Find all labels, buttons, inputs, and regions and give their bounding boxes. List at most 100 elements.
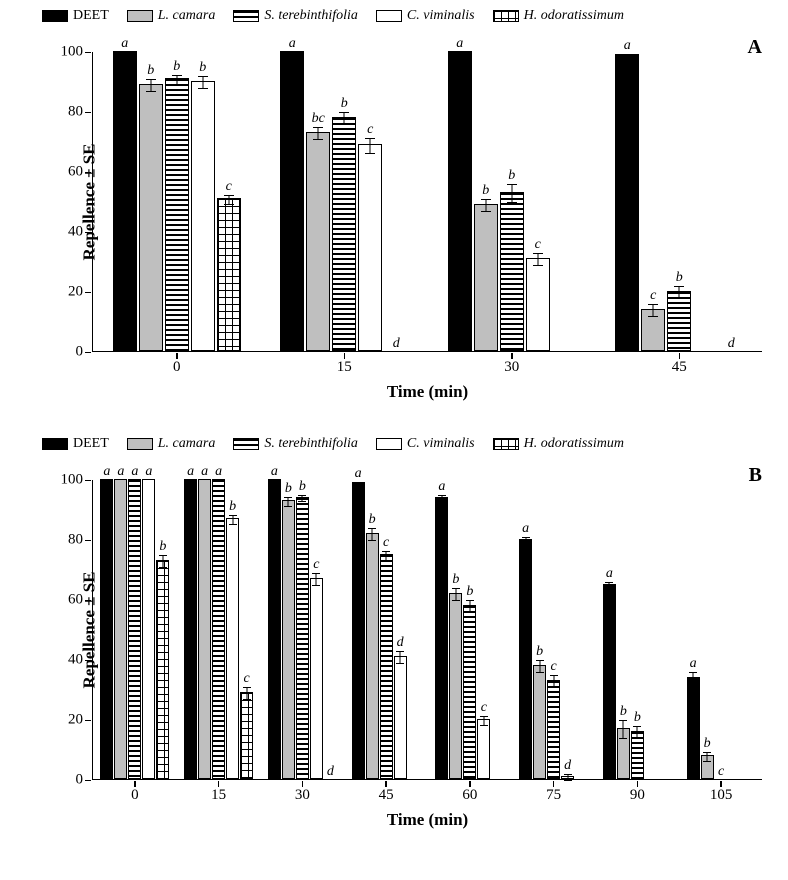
legend-swatch-hodor (493, 438, 519, 450)
errorbar-cap (339, 112, 349, 113)
bar-lcam (114, 479, 127, 779)
xtick-label: 30 (504, 351, 519, 376)
errorbar-cap (365, 138, 375, 139)
sig-label: c (367, 122, 373, 138)
ytick-label: 80 (68, 104, 93, 121)
legend-item-deet: DEET (42, 436, 109, 452)
sig-label: d (393, 336, 400, 352)
sig-label: d (327, 764, 334, 780)
sig-label: c (650, 288, 656, 304)
bar-deet (352, 482, 365, 779)
sig-label: b (147, 63, 154, 79)
xtick-label: 15 (211, 779, 226, 804)
errorbar-cap (229, 515, 237, 516)
legend-item-lcam: L. camara (127, 8, 216, 24)
bar-cvim (142, 479, 155, 779)
sig-label: c (244, 671, 250, 687)
xtick-label: 15 (337, 351, 352, 376)
errorbar-cap (198, 88, 208, 89)
xlabel-b: Time (min) (387, 810, 468, 830)
errorbar-cap (564, 774, 572, 775)
legend-a: DEETL. camaraS. terebinthifoliaC. vimina… (12, 8, 776, 24)
ytick-label: 100 (61, 472, 94, 489)
errorbar (372, 528, 373, 540)
sig-label: b (536, 644, 543, 660)
legend-item-stereb: S. terebinthifolia (233, 436, 358, 452)
sig-label: b (199, 60, 206, 76)
bar-stereb (547, 680, 560, 779)
ytick-label: 0 (76, 772, 94, 789)
ylabel-a: Repellence ± SE (79, 143, 99, 260)
sig-label: c (383, 535, 389, 551)
bar-deet (603, 584, 616, 779)
sig-label: a (690, 656, 697, 672)
errorbar-cap (368, 528, 376, 529)
bar-stereb (165, 78, 189, 351)
xlabel-a: Time (min) (387, 382, 468, 402)
bar-stereb (500, 192, 524, 351)
sig-label: b (482, 183, 489, 199)
errorbar-cap (312, 573, 320, 574)
errorbar-cap (648, 316, 658, 317)
sig-label: a (121, 36, 128, 52)
errorbar (653, 304, 654, 316)
errorbar-cap (368, 540, 376, 541)
legend-swatch-stereb (233, 10, 259, 22)
bar-deet (100, 479, 113, 779)
sig-label: b (285, 481, 292, 497)
xtick-label: 90 (630, 779, 645, 804)
sig-label: a (131, 464, 138, 480)
bar-lcam (449, 593, 462, 779)
sig-label: a (103, 464, 110, 480)
bar-lcam (139, 84, 163, 351)
errorbar-cap (507, 184, 517, 185)
errorbar-cap (619, 738, 627, 739)
errorbar-cap (198, 76, 208, 77)
sig-label: c (535, 237, 541, 253)
panel-a: DEETL. camaraS. terebinthifoliaC. vimina… (12, 8, 776, 428)
errorbar-cap (298, 501, 306, 502)
errorbar-cap (354, 485, 362, 486)
errorbar-cap (243, 687, 251, 688)
sig-label: b (173, 59, 180, 75)
errorbar-cap (229, 524, 237, 525)
ytick-label: 40 (68, 224, 93, 241)
figure: DEET L. camara S. terebinthifolia C. vimina… (0, 0, 788, 880)
bar-cvim (477, 719, 490, 779)
sig-label: b (369, 512, 376, 528)
sig-label: bc (312, 111, 325, 127)
legend-label-stereb: S. terebinthifolia (264, 8, 358, 24)
sig-label: b (229, 499, 236, 515)
errorbar (400, 651, 401, 663)
errorbar-cap (452, 600, 460, 601)
errorbar-cap (312, 585, 320, 586)
sig-label: a (145, 464, 152, 480)
errorbar (707, 752, 708, 761)
legend-label-cvim: C. viminalis (407, 436, 475, 452)
bar-deet (615, 54, 639, 351)
errorbar-cap (284, 506, 292, 507)
sig-label: c (226, 179, 232, 195)
errorbar-cap (522, 543, 530, 544)
errorbar-cap (633, 726, 641, 727)
errorbar-cap (354, 482, 362, 483)
sig-label: a (456, 36, 463, 52)
sig-label: a (624, 38, 631, 54)
errorbar-cap (313, 127, 323, 128)
errorbar-cap (564, 780, 572, 781)
legend-label-deet: DEET (73, 8, 109, 24)
errorbar-cap (481, 211, 491, 212)
legend-swatch-lcam (127, 10, 153, 22)
errorbar-cap (480, 725, 488, 726)
errorbar (386, 551, 387, 560)
sig-label: b (299, 479, 306, 495)
errorbar-cap (396, 663, 404, 664)
sig-label: a (187, 464, 194, 480)
bar-deet (448, 51, 472, 351)
errorbar (318, 127, 319, 139)
legend-item-hodor: H. odoratissimum (493, 436, 624, 452)
legend-swatch-deet (42, 10, 68, 22)
sig-label: b (159, 539, 166, 555)
legend-swatch-lcam (127, 438, 153, 450)
legend-label-stereb: S. terebinthifolia (264, 436, 358, 452)
